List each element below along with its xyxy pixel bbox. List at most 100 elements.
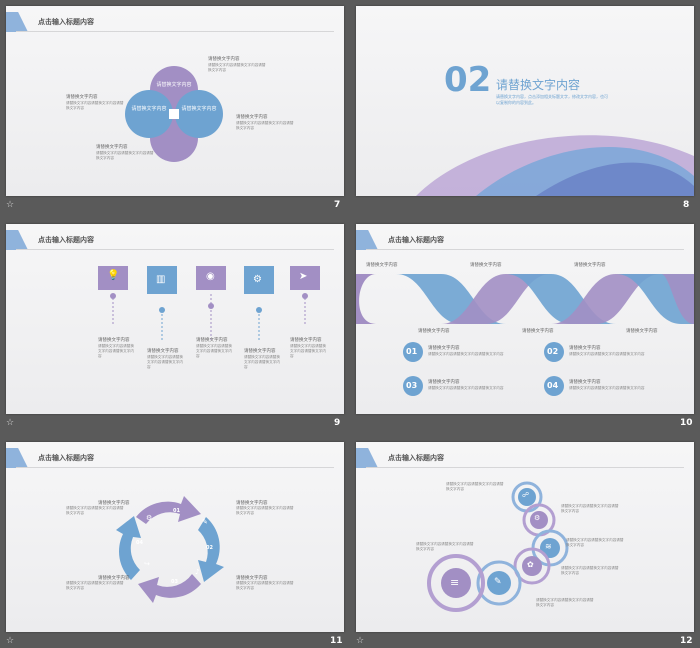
text-title: 请替换文字内容	[98, 576, 130, 581]
item-body: 请替换文字内容请替换文字内容请替换文字内容	[569, 352, 645, 356]
edit-icon: ✎	[202, 518, 208, 526]
item-number: 03	[406, 381, 418, 390]
slide-title: 点击输入标题内容	[388, 454, 444, 462]
star-icon[interactable]: ☆	[6, 418, 15, 428]
text-body: 请替换文字内容请替换文字内容请替换文字内容	[66, 581, 124, 590]
text-body: 请替换文字内容请替换文字内容请替换文字内容	[66, 506, 124, 515]
send-icon: ➤	[299, 271, 308, 282]
item-number: 04	[547, 381, 559, 390]
text-body: 请替换文字内容请替换文字内容请替换文字内容	[236, 506, 294, 515]
location-icon: ◉	[206, 271, 215, 282]
circle-chain-diagram	[427, 481, 569, 612]
divider	[366, 467, 684, 468]
slide-10[interactable]: 点击输入标题内容 请替换文字内容 请替换文字内容 请替换文字内容 请替换文字内容…	[356, 224, 694, 414]
ribbon-label: 请替换文字内容	[626, 329, 658, 334]
item-title: 请替换文字内容	[244, 349, 276, 354]
four-circle-diagram	[125, 66, 223, 162]
step-number: 03	[171, 579, 178, 585]
star-icon[interactable]: ☆	[6, 200, 15, 210]
circle-label-top: 请替换文字内容	[156, 82, 192, 88]
text-body: 请替换文字内容请替换文字内容请替换文字内容	[236, 581, 294, 590]
text-block-title: 请替换文字内容	[236, 115, 268, 120]
section-body: 请替换文字内容，点击添加相关标题文字，修改文字内容，也可以复制你的内容到此。	[496, 94, 608, 105]
slide-title: 点击输入标题内容	[38, 454, 94, 462]
circle-label-right: 请替换文字内容	[181, 106, 217, 112]
item-title: 请替换文字内容	[196, 338, 228, 343]
ribbon-label: 请替换文字内容	[366, 263, 398, 268]
item-title: 请替换文字内容	[290, 338, 322, 343]
slide-11[interactable]: 点击输入标题内容 ⚙ ✎ ♪ ↪ 01 02 03 04 请替换文字内容 请替换…	[6, 442, 344, 632]
ribbon-diagram	[356, 274, 694, 396]
text-block-body: 请替换文字内容请替换文字内容请替换文字内容	[96, 151, 154, 160]
item-title: 请替换文字内容	[428, 380, 460, 385]
item-body: 请替换文字内容请替换文字内容请替换文字内容	[196, 344, 232, 358]
section-number: 02	[444, 60, 492, 100]
page-number: 12	[680, 636, 693, 646]
star-icon[interactable]: ☆	[6, 636, 15, 646]
section-title: 请替换文字内容	[496, 78, 581, 92]
item-body: 请替换文字内容请替换文字内容请替换文字内容	[147, 355, 183, 369]
slide-9[interactable]: 点击输入标题内容 💡 ▥ ◉ ⚙ ➤ 请替换文字内容 请替换文字内容请替换文字内…	[6, 224, 344, 414]
text-title: 请替换文字内容	[236, 576, 268, 581]
lightbulb-icon: 💡	[107, 270, 120, 281]
divider	[16, 249, 334, 250]
cycle-diagram	[116, 496, 224, 603]
item-body: 请替换文字内容请替换文字内容请替换文字内容	[244, 355, 280, 369]
text-body: 请替换文字内容请替换文字内容请替换文字内容	[561, 504, 619, 513]
page-number: 9	[334, 418, 341, 428]
page-number: 11	[330, 636, 343, 646]
ribbon-label: 请替换文字内容	[470, 263, 502, 268]
star-icon[interactable]: ☆	[356, 636, 365, 646]
text-body: 请替换文字内容请替换文字内容请替换文字内容	[536, 598, 594, 607]
item-number: 02	[547, 347, 559, 356]
item-title: 请替换文字内容	[147, 349, 179, 354]
item-body: 请替换文字内容请替换文字内容请替换文字内容	[98, 344, 134, 358]
item-title: 请替换文字内容	[569, 346, 601, 351]
text-block-title: 请替换文字内容	[96, 145, 128, 150]
icon-timeline	[98, 266, 320, 342]
wave-decoration	[416, 135, 694, 196]
chart-icon: ▥	[156, 274, 166, 285]
text-body: 请替换文字内容请替换文字内容请替换文字内容	[446, 482, 504, 491]
item-body: 请替换文字内容请替换文字内容请替换文字内容	[428, 352, 504, 356]
page-number: 10	[680, 418, 693, 428]
item-body: 请替换文字内容请替换文字内容请替换文字内容	[569, 386, 645, 390]
text-body: 请替换文字内容请替换文字内容请替换文字内容	[416, 542, 474, 551]
text-body: 请替换文字内容请替换文字内容请替换文字内容	[566, 538, 624, 547]
gear-icon: ⚙	[253, 274, 262, 285]
item-title: 请替换文字内容	[428, 346, 460, 351]
ribbon-label: 请替换文字内容	[522, 329, 554, 334]
text-title: 请替换文字内容	[98, 501, 130, 506]
wifi-icon: ≋	[545, 542, 552, 551]
ribbon-label: 请替换文字内容	[574, 263, 606, 268]
text-block-title: 请替换文字内容	[66, 95, 98, 100]
database-icon: ≡	[450, 576, 460, 589]
step-number: 02	[206, 545, 213, 551]
text-block-body: 请替换文字内容请替换文字内容请替换文字内容	[236, 121, 294, 130]
share-icon: ☍	[522, 491, 530, 499]
page-number: 8	[683, 200, 690, 210]
slide-8[interactable]: 02 请替换文字内容 请替换文字内容，点击添加相关标题文字，修改文字内容，也可以…	[356, 6, 694, 196]
divider	[366, 249, 684, 250]
plant-icon: ✿	[527, 560, 534, 569]
ribbon-label: 请替换文字内容	[418, 329, 450, 334]
bell-icon: ♪	[195, 568, 200, 576]
circle-label-left: 请替换文字内容	[131, 106, 167, 112]
text-block-body: 请替换文字内容请替换文字内容请替换文字内容	[208, 63, 266, 72]
page-number: 7	[334, 200, 341, 210]
gears-icon: ⚙	[146, 514, 153, 522]
slide-title: 点击输入标题内容	[38, 236, 94, 244]
step-number: 04	[136, 540, 143, 546]
item-number: 01	[406, 347, 418, 356]
slide-7[interactable]: 点击输入标题内容 请替换文字内容 请替换文字内容 请替换文字内容 请替换文字内容…	[6, 6, 344, 196]
text-block-body: 请替换文字内容请替换文字内容请替换文字内容	[66, 101, 124, 110]
item-body: 请替换文字内容请替换文字内容请替换文字内容	[428, 386, 504, 390]
slide-12[interactable]: 点击输入标题内容 ☍ ⚙ ≋ ✿ ✎ ≡ 请替换文字内容请替换文字内容请替换文字…	[356, 442, 694, 632]
slide-title: 点击输入标题内容	[38, 18, 94, 26]
item-body: 请替换文字内容请替换文字内容请替换文字内容	[290, 344, 326, 358]
text-block-title: 请替换文字内容	[208, 57, 240, 62]
gears-icon: ⚙	[534, 514, 541, 522]
share-icon: ↪	[144, 560, 150, 568]
divider	[16, 31, 334, 32]
step-number: 01	[173, 508, 180, 514]
